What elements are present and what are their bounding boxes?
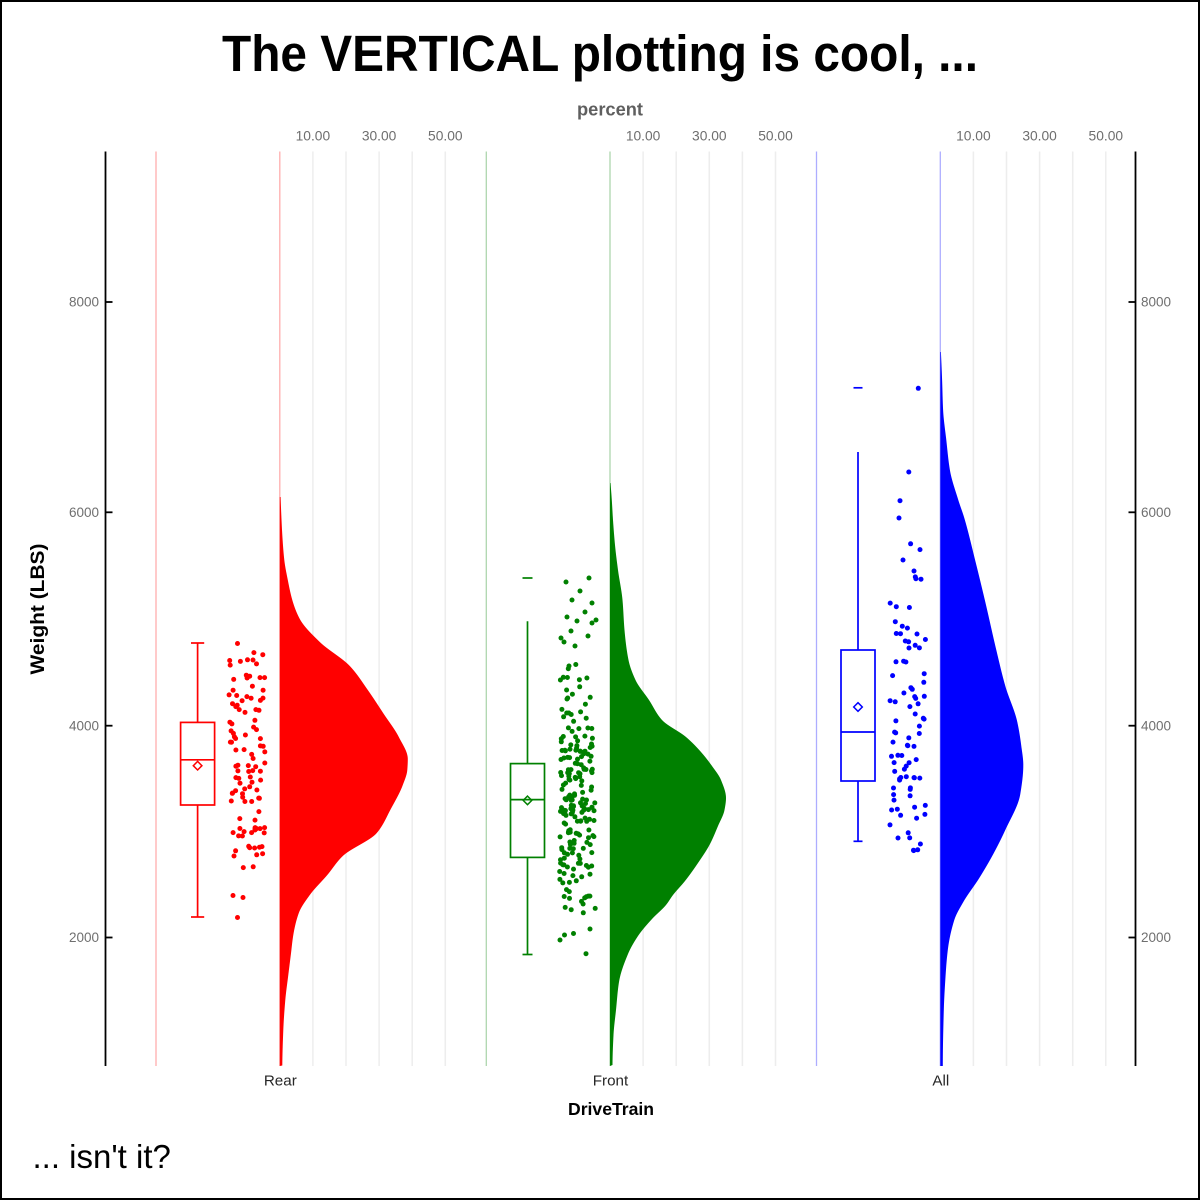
svg-text:percent: percent	[577, 100, 643, 120]
svg-text:6000: 6000	[69, 505, 99, 520]
svg-text:2000: 2000	[1141, 930, 1171, 945]
svg-text:50.00: 50.00	[1089, 129, 1124, 144]
svg-text:The VERTICAL plotting is cool,: The VERTICAL plotting is cool, ...	[222, 25, 978, 82]
svg-text:10.00: 10.00	[956, 129, 991, 144]
svg-text:2000: 2000	[69, 930, 99, 945]
svg-text:6000: 6000	[1141, 505, 1171, 520]
svg-text:Front: Front	[593, 1073, 629, 1090]
svg-text:30.00: 30.00	[1022, 129, 1057, 144]
svg-text:50.00: 50.00	[758, 129, 793, 144]
svg-text:30.00: 30.00	[692, 129, 727, 144]
svg-text:50.00: 50.00	[428, 129, 463, 144]
svg-text:10.00: 10.00	[296, 129, 331, 144]
svg-text:4000: 4000	[1141, 718, 1171, 733]
svg-text:DriveTrain: DriveTrain	[568, 1099, 654, 1119]
svg-text:8000: 8000	[69, 295, 99, 310]
svg-text:Rear: Rear	[264, 1073, 297, 1090]
svg-text:All: All	[932, 1073, 949, 1090]
svg-text:30.00: 30.00	[362, 129, 397, 144]
svg-text:Weight (LBS): Weight (LBS)	[27, 544, 49, 675]
svg-text:8000: 8000	[1141, 295, 1171, 310]
svg-text:... isn't it?: ... isn't it?	[33, 1138, 171, 1175]
svg-text:4000: 4000	[69, 718, 99, 733]
svg-text:10.00: 10.00	[626, 129, 661, 144]
